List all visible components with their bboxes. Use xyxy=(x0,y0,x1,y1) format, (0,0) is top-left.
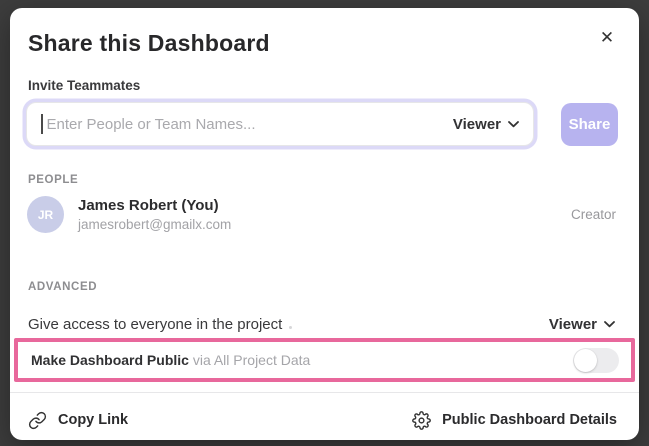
public-label-main: Make Dashboard Public xyxy=(31,352,189,368)
public-toggle-highlight-box: Make Dashboard Public via All Project Da… xyxy=(14,338,635,382)
close-button[interactable]: ✕ xyxy=(595,26,619,50)
copy-link-label: Copy Link xyxy=(58,412,129,428)
invite-role-value: Viewer xyxy=(452,115,501,133)
toggle-knob xyxy=(574,348,597,372)
invite-row: Viewer Share xyxy=(26,101,618,147)
share-dashboard-modal: Share this Dashboard ✕ Invite Teammates … xyxy=(10,8,639,440)
close-icon: ✕ xyxy=(599,28,615,47)
copy-link-button[interactable]: Copy Link xyxy=(28,411,128,430)
footer-divider xyxy=(10,392,639,393)
invite-role-dropdown[interactable]: Viewer xyxy=(453,116,519,133)
invite-input-wrap: Viewer xyxy=(26,102,534,146)
project-access-role-dropdown[interactable]: Viewer xyxy=(549,316,615,333)
people-section-heading: PEOPLE xyxy=(28,174,79,186)
member-row: JR James Robert (You) jamesrobert@gmailx… xyxy=(27,196,616,233)
member-role: Creator xyxy=(570,207,616,222)
make-dashboard-public-label: Make Dashboard Public via All Project Da… xyxy=(31,352,310,368)
modal-title: Share this Dashboard xyxy=(28,30,270,56)
public-label-sub: via All Project Data xyxy=(192,352,311,368)
project-access-label: Give access to everyone in the project xyxy=(28,315,293,333)
modal-footer: Copy Link Public Dashboard Details xyxy=(28,400,617,440)
project-access-role-value: Viewer xyxy=(548,315,597,333)
make-public-toggle[interactable] xyxy=(573,347,619,373)
avatar: JR xyxy=(27,196,64,233)
advanced-section-heading: ADVANCED xyxy=(28,281,98,293)
project-access-row: Give access to everyone in the project V… xyxy=(28,309,615,339)
invite-input[interactable] xyxy=(44,114,453,134)
avatar-initials: JR xyxy=(37,207,54,222)
gear-icon xyxy=(412,410,432,430)
public-dashboard-details-button[interactable]: Public Dashboard Details xyxy=(412,410,617,430)
member-email: jamesrobert@gmailx.com xyxy=(78,217,232,232)
text-caret xyxy=(41,114,43,134)
link-icon xyxy=(28,411,47,429)
invite-teammates-label: Invite Teammates xyxy=(28,78,141,93)
public-dashboard-details-label: Public Dashboard Details xyxy=(442,412,617,428)
member-info: James Robert (You) jamesrobert@gmailx.co… xyxy=(78,197,231,232)
member-name: James Robert (You) xyxy=(78,197,219,214)
chevron-down-icon xyxy=(604,320,615,327)
chevron-down-icon xyxy=(508,120,519,127)
share-button[interactable]: Share xyxy=(561,102,618,146)
project-access-text: Give access to everyone in the project xyxy=(28,315,283,333)
info-dot xyxy=(289,325,293,329)
